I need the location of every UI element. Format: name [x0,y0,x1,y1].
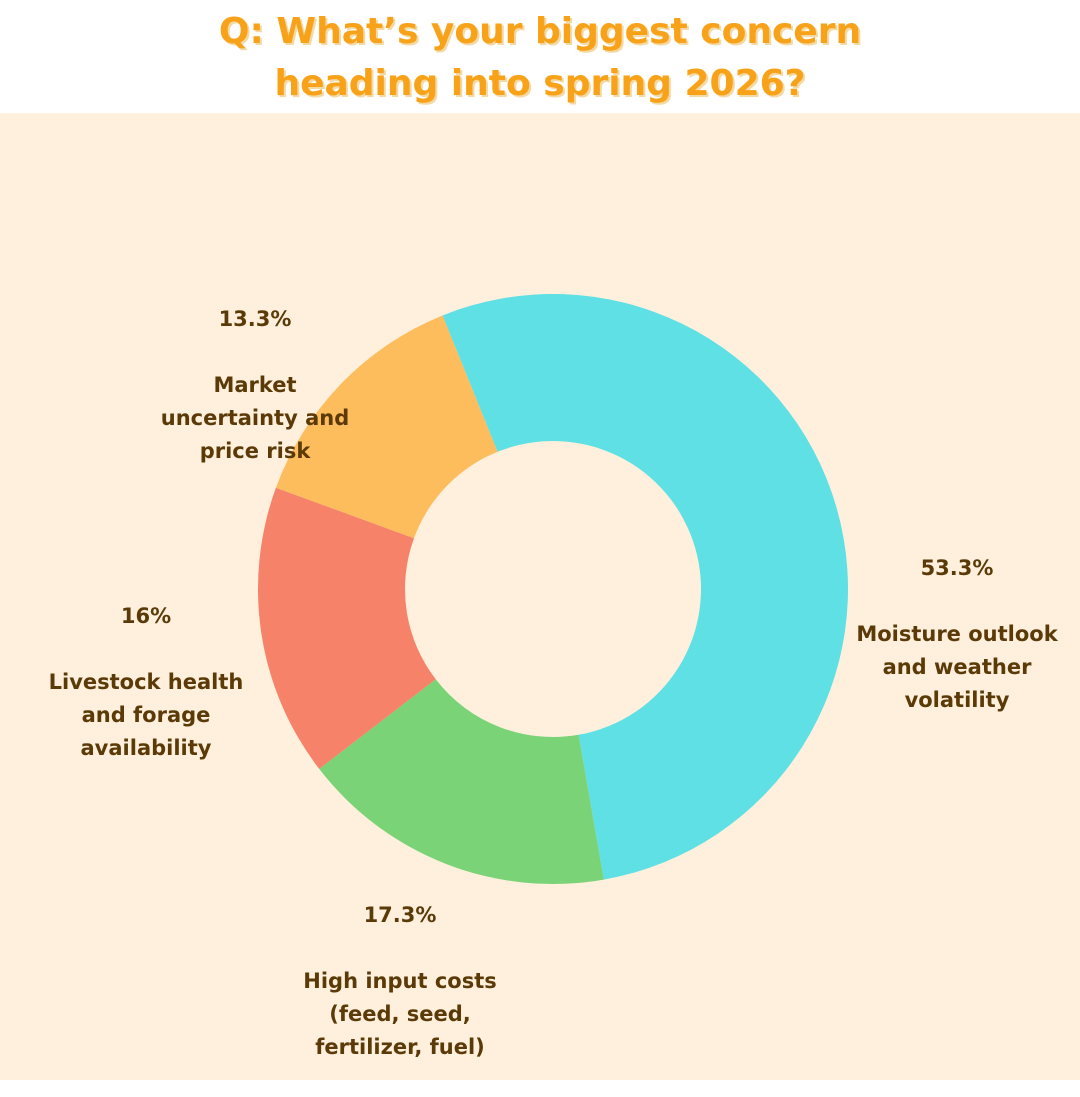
slice-name-input-costs: High input costs (feed, seed, fertilizer… [303,969,497,1059]
slice-pct-input-costs: 17.3% [363,903,437,927]
slice-name-moisture: Moisture outlook and weather volatility [856,622,1058,712]
slice-label-market: 13.3% Market uncertainty and price risk [125,270,385,501]
slice-label-input-costs: 17.3% High input costs (feed, seed, fert… [270,866,530,1097]
slice-pct-moisture: 53.3% [920,556,994,580]
slice-moisture [442,293,849,880]
chart-panel [0,113,1080,1080]
slice-input-costs [319,679,604,884]
slice-label-moisture: 53.3% Moisture outlook and weather volat… [827,519,1080,750]
slice-name-livestock: Livestock health and forage availability [48,670,244,760]
slice-name-market: Market uncertainty and price risk [160,373,350,463]
chart-title: Q: What’s your biggest concern heading i… [0,6,1080,110]
header-band [0,0,1080,113]
chart-title-line-1: Q: What’s your biggest concern [218,11,862,52]
slice-pct-livestock: 16% [120,604,172,628]
slice-livestock [258,487,436,769]
chart-title-line-2: heading into spring 2026? [274,63,806,104]
slice-pct-market: 13.3% [218,307,292,331]
slice-market [275,315,498,539]
slice-label-livestock: 16% Livestock health and forage availabi… [16,567,276,798]
